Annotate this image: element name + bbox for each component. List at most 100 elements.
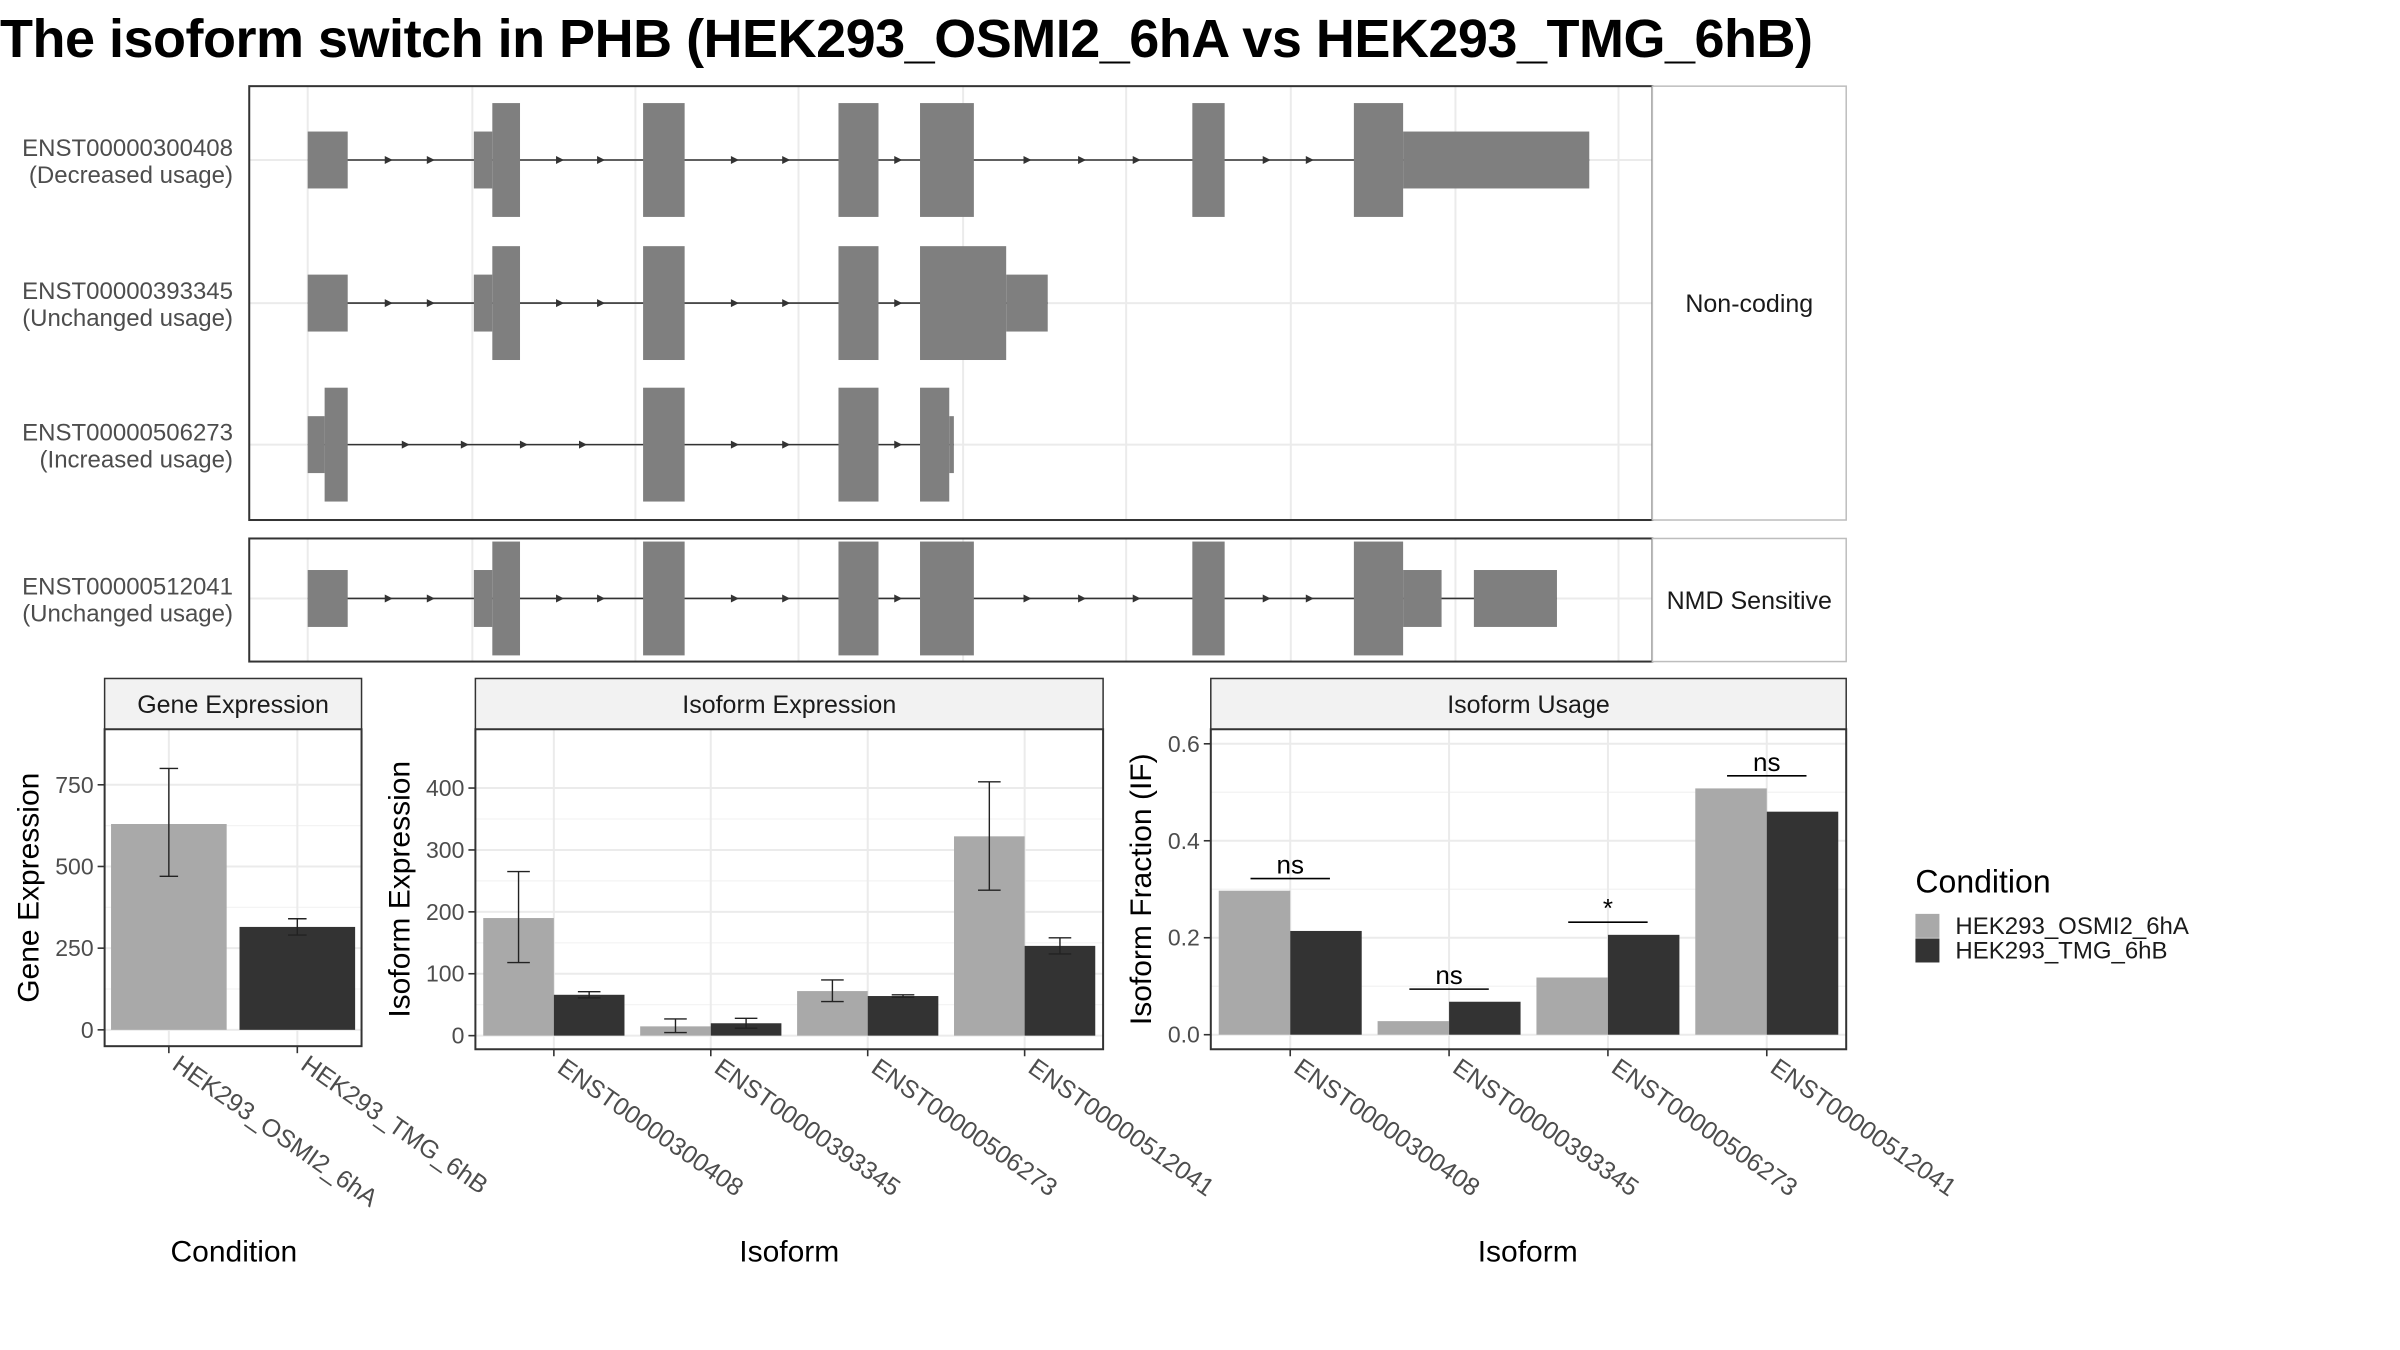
exon-block bbox=[1353, 103, 1404, 217]
intron-arrow bbox=[894, 156, 903, 165]
data-bar bbox=[239, 926, 356, 1030]
exon-block bbox=[307, 274, 348, 332]
data-bar bbox=[1766, 811, 1839, 1035]
y-tick-label: 0.4 bbox=[1168, 828, 1200, 854]
intron-arrow bbox=[426, 156, 435, 165]
y-tick-label: 250 bbox=[55, 935, 93, 961]
intron-arrow bbox=[1305, 156, 1314, 165]
y-tick-label: 100 bbox=[426, 961, 464, 987]
intron-arrow bbox=[460, 440, 469, 449]
intron-arrow bbox=[730, 156, 739, 165]
intron-arrow bbox=[730, 594, 739, 603]
transcript-id-label: ENST00000300408 bbox=[22, 135, 233, 162]
chart-title: The isoform switch in PHB (HEK293_OSMI2_… bbox=[0, 9, 1813, 69]
panel-strip-title: Gene Expression bbox=[137, 691, 329, 719]
intron-arrow bbox=[556, 299, 565, 308]
exon-block bbox=[838, 103, 879, 217]
exon-block bbox=[492, 246, 521, 361]
data-bar bbox=[1290, 930, 1362, 1035]
intron-arrow bbox=[730, 299, 739, 308]
exon-block bbox=[838, 246, 879, 361]
data-bar bbox=[553, 994, 625, 1036]
legend-item-label: HEK293_TMG_6hB bbox=[1955, 937, 2167, 964]
intron-arrow bbox=[1023, 594, 1032, 603]
plot-border bbox=[103, 728, 363, 1048]
intron-arrow bbox=[384, 594, 393, 603]
data-bar bbox=[1024, 945, 1096, 1036]
legend-swatch bbox=[1915, 913, 1940, 938]
facet-strip bbox=[1651, 85, 1847, 521]
exon-block bbox=[920, 103, 974, 217]
intron-arrow bbox=[1023, 156, 1032, 165]
significance-label: ns bbox=[1753, 747, 1780, 777]
intron-arrow bbox=[597, 594, 606, 603]
significance-label: ns bbox=[1276, 850, 1303, 880]
intron-arrow bbox=[782, 440, 791, 449]
legend-item-label: HEK293_OSMI2_6hA bbox=[1955, 913, 2188, 940]
panel-strip bbox=[474, 677, 1104, 730]
data-bar bbox=[710, 1023, 782, 1036]
exon-block bbox=[307, 131, 348, 189]
exon-block bbox=[492, 103, 521, 217]
y-axis-title: Isoform Fraction (IF) bbox=[1125, 753, 1158, 1025]
exon-block bbox=[473, 131, 493, 189]
legend-swatch bbox=[1915, 938, 1940, 963]
intron-arrow bbox=[894, 299, 903, 308]
y-tick-label: 200 bbox=[426, 899, 464, 925]
y-tick-label: 400 bbox=[426, 775, 464, 801]
panel-strip bbox=[1210, 677, 1847, 730]
exon-block bbox=[643, 103, 685, 217]
intron-arrow bbox=[556, 156, 565, 165]
intron-arrow bbox=[1262, 594, 1271, 603]
data-bar bbox=[1536, 977, 1608, 1035]
exon-block bbox=[1403, 131, 1590, 189]
transcript-usage-label: (Unchanged usage) bbox=[22, 600, 233, 627]
intron-arrow bbox=[384, 299, 393, 308]
panel-strip-title: Isoform Usage bbox=[1447, 691, 1610, 719]
panel-strip bbox=[103, 677, 363, 730]
intron-arrow bbox=[384, 156, 393, 165]
intron-arrow bbox=[556, 594, 565, 603]
intron-arrow bbox=[597, 299, 606, 308]
y-tick-label: 0 bbox=[81, 1017, 94, 1043]
y-tick-label: 500 bbox=[55, 853, 93, 879]
intron-arrow bbox=[426, 299, 435, 308]
data-bar bbox=[1695, 788, 1767, 1035]
intron-arrow bbox=[782, 156, 791, 165]
exon-block bbox=[643, 541, 685, 656]
y-tick-label: 0.2 bbox=[1168, 925, 1200, 951]
transcript-usage-label: (Increased usage) bbox=[40, 447, 233, 474]
y-axis-title: Gene Expression bbox=[13, 773, 46, 1003]
transcript-id-label: ENST00000506273 bbox=[22, 420, 233, 447]
transcript-usage-label: (Decreased usage) bbox=[29, 162, 233, 189]
transcript-id-label: ENST00000512041 bbox=[22, 573, 233, 600]
intron-arrow bbox=[1078, 594, 1087, 603]
exon-block bbox=[492, 541, 521, 656]
data-bar bbox=[1218, 890, 1291, 1035]
intron-arrow bbox=[1132, 594, 1141, 603]
transcript-usage-label: (Unchanged usage) bbox=[22, 305, 233, 332]
plot-border bbox=[474, 728, 1105, 1051]
exon-block bbox=[920, 541, 974, 656]
intron-arrow bbox=[1078, 156, 1087, 165]
intron-arrow bbox=[782, 299, 791, 308]
y-tick-label: 750 bbox=[55, 772, 93, 798]
intron-arrow bbox=[519, 440, 528, 449]
y-tick-label: 0 bbox=[452, 1023, 465, 1049]
data-bar bbox=[1449, 1001, 1521, 1035]
significance-label: ns bbox=[1435, 960, 1462, 990]
intron-arrow bbox=[730, 440, 739, 449]
legend-title: Condition bbox=[1915, 863, 2050, 899]
exon-block bbox=[307, 416, 325, 474]
y-tick-label: 0.6 bbox=[1168, 731, 1200, 757]
exon-block bbox=[838, 541, 879, 656]
intron-arrow bbox=[597, 156, 606, 165]
exon-block bbox=[643, 246, 685, 361]
intron-arrow bbox=[426, 594, 435, 603]
exon-block bbox=[1006, 274, 1048, 332]
x-tick-label: HEK293_OSMI2_6hA bbox=[167, 1050, 383, 1213]
exon-block bbox=[1192, 103, 1225, 217]
y-tick-label: 0.0 bbox=[1168, 1022, 1200, 1048]
x-axis-title: Condition bbox=[170, 1236, 297, 1269]
intron-arrow bbox=[894, 594, 903, 603]
